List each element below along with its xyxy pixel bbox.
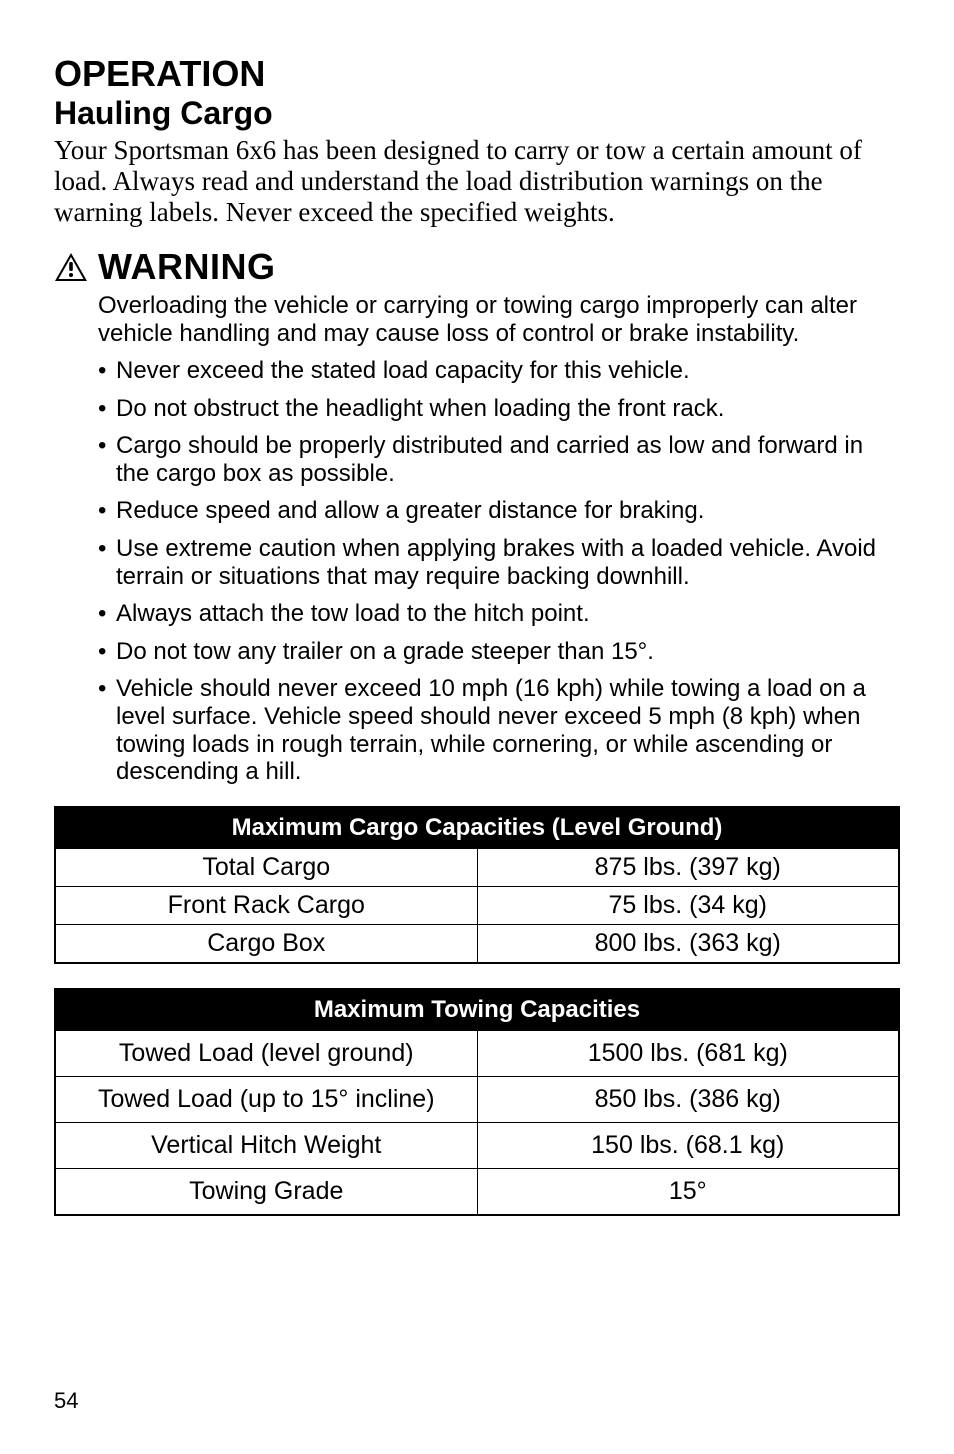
table-row: Total Cargo 875 lbs. (397 kg) [55,848,899,886]
table-row: Cargo Box 800 lbs. (363 kg) [55,924,899,963]
cargo-table-container: Maximum Cargo Capacities (Level Ground) … [54,806,900,964]
table-row: Towed Load (up to 15° incline) 850 lbs. … [55,1076,899,1122]
cargo-value: 75 lbs. (34 kg) [477,886,899,924]
heading-main: OPERATION [54,54,900,94]
warning-bullet-list: Never exceed the stated load capacity fo… [98,357,900,786]
table-row: Vertical Hitch Weight 150 lbs. (68.1 kg) [55,1122,899,1168]
heading-sub: Hauling Cargo [54,96,900,131]
warning-bullet: Cargo should be properly distributed and… [98,432,900,487]
towing-table: Maximum Towing Capacities Towed Load (le… [54,988,900,1216]
towing-label: Vertical Hitch Weight [55,1122,477,1168]
warning-triangle-icon [54,252,88,282]
intro-paragraph: Your Sportsman 6x6 has been designed to … [54,135,900,228]
warning-bullet: Do not tow any trailer on a grade steepe… [98,638,900,666]
warning-intro-text: Overloading the vehicle or carrying or t… [98,292,900,347]
towing-value: 1500 lbs. (681 kg) [477,1030,899,1076]
warning-header: WARNING [54,246,900,288]
warning-bullet: Always attach the tow load to the hitch … [98,600,900,628]
warning-body: Overloading the vehicle or carrying or t… [98,292,900,786]
warning-bullet: Use extreme caution when applying brakes… [98,535,900,590]
warning-bullet: Never exceed the stated load capacity fo… [98,357,900,385]
towing-table-header: Maximum Towing Capacities [55,989,899,1031]
warning-bullet: Do not obstruct the headlight when loadi… [98,395,900,423]
towing-label: Towing Grade [55,1168,477,1215]
towing-value: 15° [477,1168,899,1215]
cargo-value: 800 lbs. (363 kg) [477,924,899,963]
warning-bullet: Reduce speed and allow a greater distanc… [98,497,900,525]
warning-section: WARNING Overloading the vehicle or carry… [54,246,900,786]
towing-label: Towed Load (level ground) [55,1030,477,1076]
table-row: Front Rack Cargo 75 lbs. (34 kg) [55,886,899,924]
towing-value: 850 lbs. (386 kg) [477,1076,899,1122]
warning-heading: WARNING [98,246,276,288]
cargo-label: Cargo Box [55,924,477,963]
cargo-label: Total Cargo [55,848,477,886]
towing-table-container: Maximum Towing Capacities Towed Load (le… [54,988,900,1216]
cargo-label: Front Rack Cargo [55,886,477,924]
cargo-table-header: Maximum Cargo Capacities (Level Ground) [55,807,899,849]
warning-bullet: Vehicle should never exceed 10 mph (16 k… [98,675,900,785]
cargo-value: 875 lbs. (397 kg) [477,848,899,886]
table-row: Towed Load (level ground) 1500 lbs. (681… [55,1030,899,1076]
page-number: 54 [54,1388,78,1414]
towing-value: 150 lbs. (68.1 kg) [477,1122,899,1168]
cargo-table: Maximum Cargo Capacities (Level Ground) … [54,806,900,964]
towing-label: Towed Load (up to 15° incline) [55,1076,477,1122]
table-row: Towing Grade 15° [55,1168,899,1215]
